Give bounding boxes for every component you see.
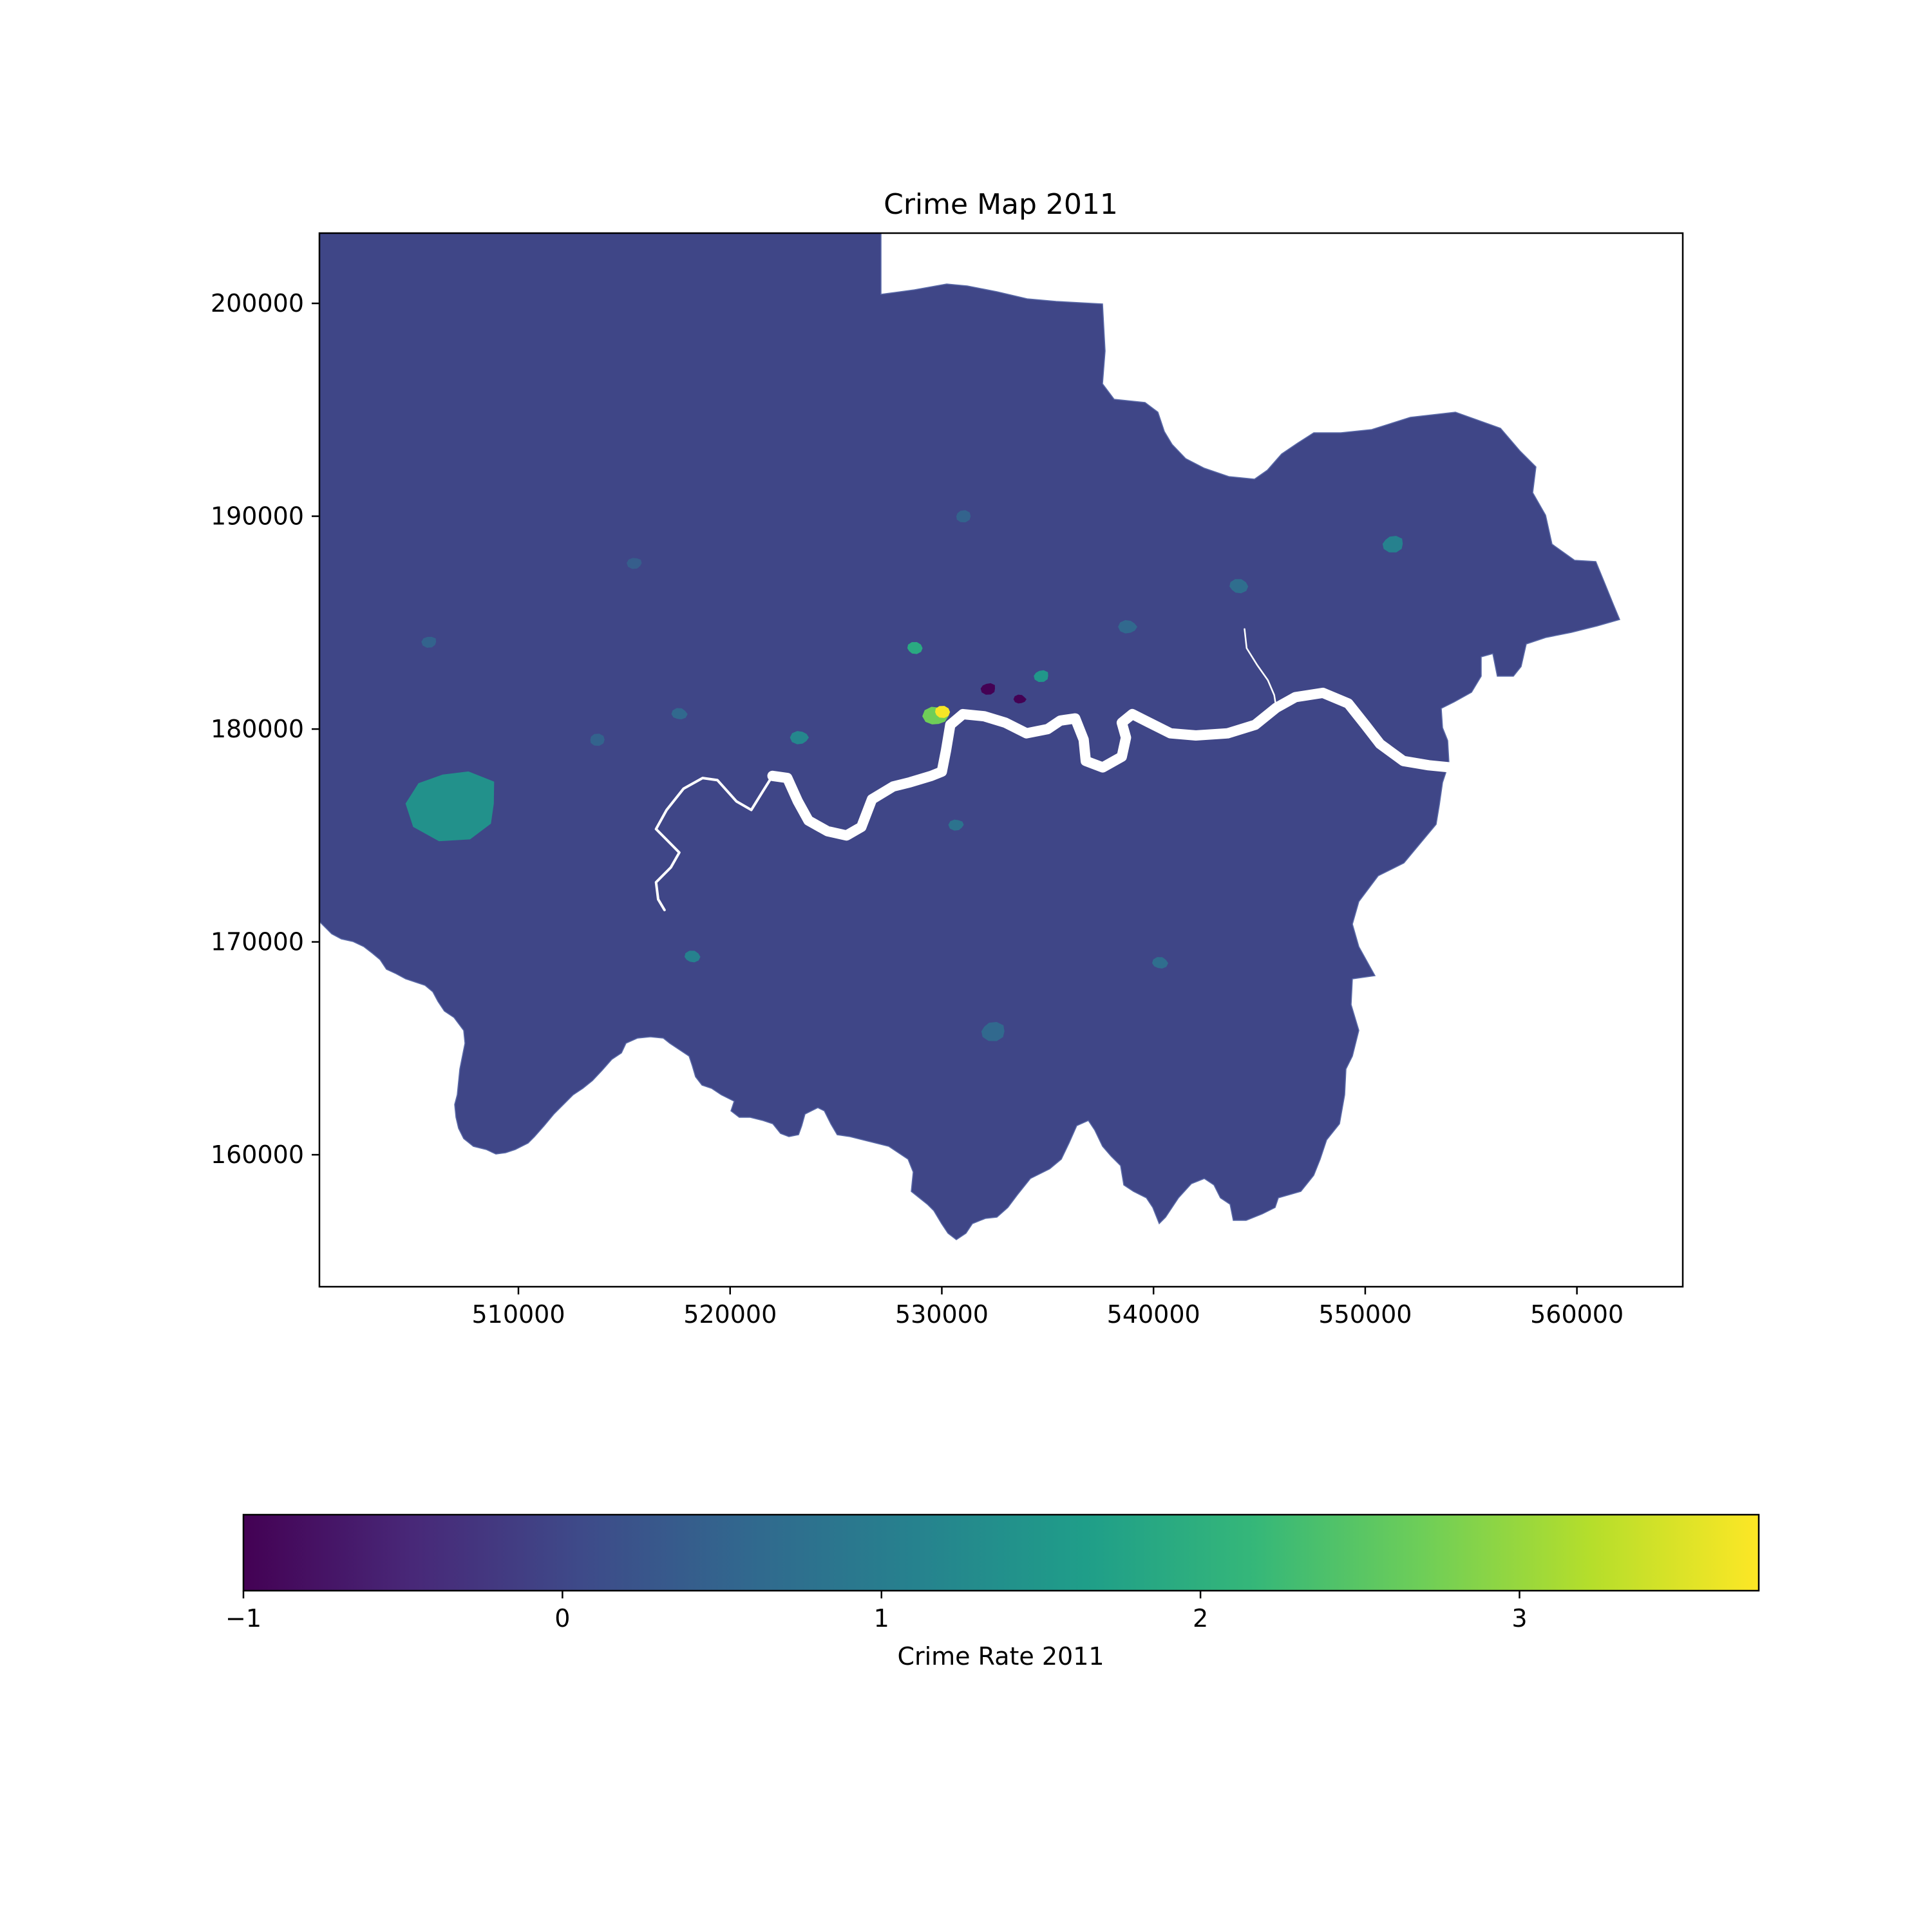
map-layer — [319, 233, 1621, 1240]
x-tick-label: 530000 — [895, 1300, 989, 1329]
region-2 — [935, 706, 951, 718]
y-tick-label: 200000 — [211, 289, 304, 317]
river-thames — [767, 687, 1455, 841]
river-lea — [1244, 628, 1278, 709]
x-tick-label: 560000 — [1530, 1300, 1624, 1329]
region-5 — [907, 642, 923, 654]
y-tick-label: 180000 — [211, 715, 304, 743]
colorbar-label: Crime Rate 2011 — [897, 1642, 1104, 1671]
y-tick-label: 160000 — [211, 1141, 304, 1169]
region-3 — [980, 683, 995, 695]
colorbar-tick-label: 2 — [1193, 1604, 1208, 1633]
region-11 — [684, 951, 701, 963]
colorbar-frame — [242, 1513, 1760, 1592]
region-10 — [790, 731, 809, 744]
y-tick-label: 170000 — [211, 928, 304, 956]
region-4 — [1013, 694, 1027, 704]
colorbar-tick-label: 3 — [1511, 1604, 1527, 1633]
region-9 — [1382, 536, 1403, 553]
chart-title: Crime Map 2011 — [884, 188, 1118, 221]
x-tick-label: 550000 — [1318, 1300, 1412, 1329]
highlighted-regions — [405, 510, 1403, 1041]
region-8 — [1229, 579, 1249, 594]
y-axis: 200000 190000 180000 170000 160000 — [211, 289, 319, 1169]
london-boundary — [319, 233, 1621, 1240]
region-6 — [1034, 670, 1048, 682]
colorbar-tick-label: −1 — [225, 1604, 261, 1633]
river-thames-west — [654, 774, 774, 911]
x-tick-label: 510000 — [471, 1300, 565, 1329]
region-18 — [590, 734, 605, 746]
y-tick-label: 190000 — [211, 502, 304, 531]
region-14 — [1152, 957, 1168, 969]
colorbar-tick-label: 1 — [874, 1604, 889, 1633]
x-tick-label: 540000 — [1107, 1300, 1200, 1329]
region-7 — [1118, 620, 1137, 634]
region-0 — [405, 771, 495, 842]
region-13 — [948, 819, 964, 831]
x-axis: 510000 520000 530000 540000 550000 560000 — [471, 1287, 1624, 1329]
axes-frame — [318, 232, 1684, 1288]
region-16 — [627, 558, 642, 569]
colorbar-tick-label: 0 — [554, 1604, 570, 1633]
region-19 — [421, 636, 437, 648]
colorbar — [243, 1515, 1759, 1591]
region-12 — [981, 1021, 1005, 1041]
region-17 — [671, 708, 688, 719]
colorbar-ticks: −1 0 1 2 3 — [225, 1591, 1528, 1633]
x-tick-label: 520000 — [683, 1300, 777, 1329]
region-15 — [956, 510, 971, 523]
